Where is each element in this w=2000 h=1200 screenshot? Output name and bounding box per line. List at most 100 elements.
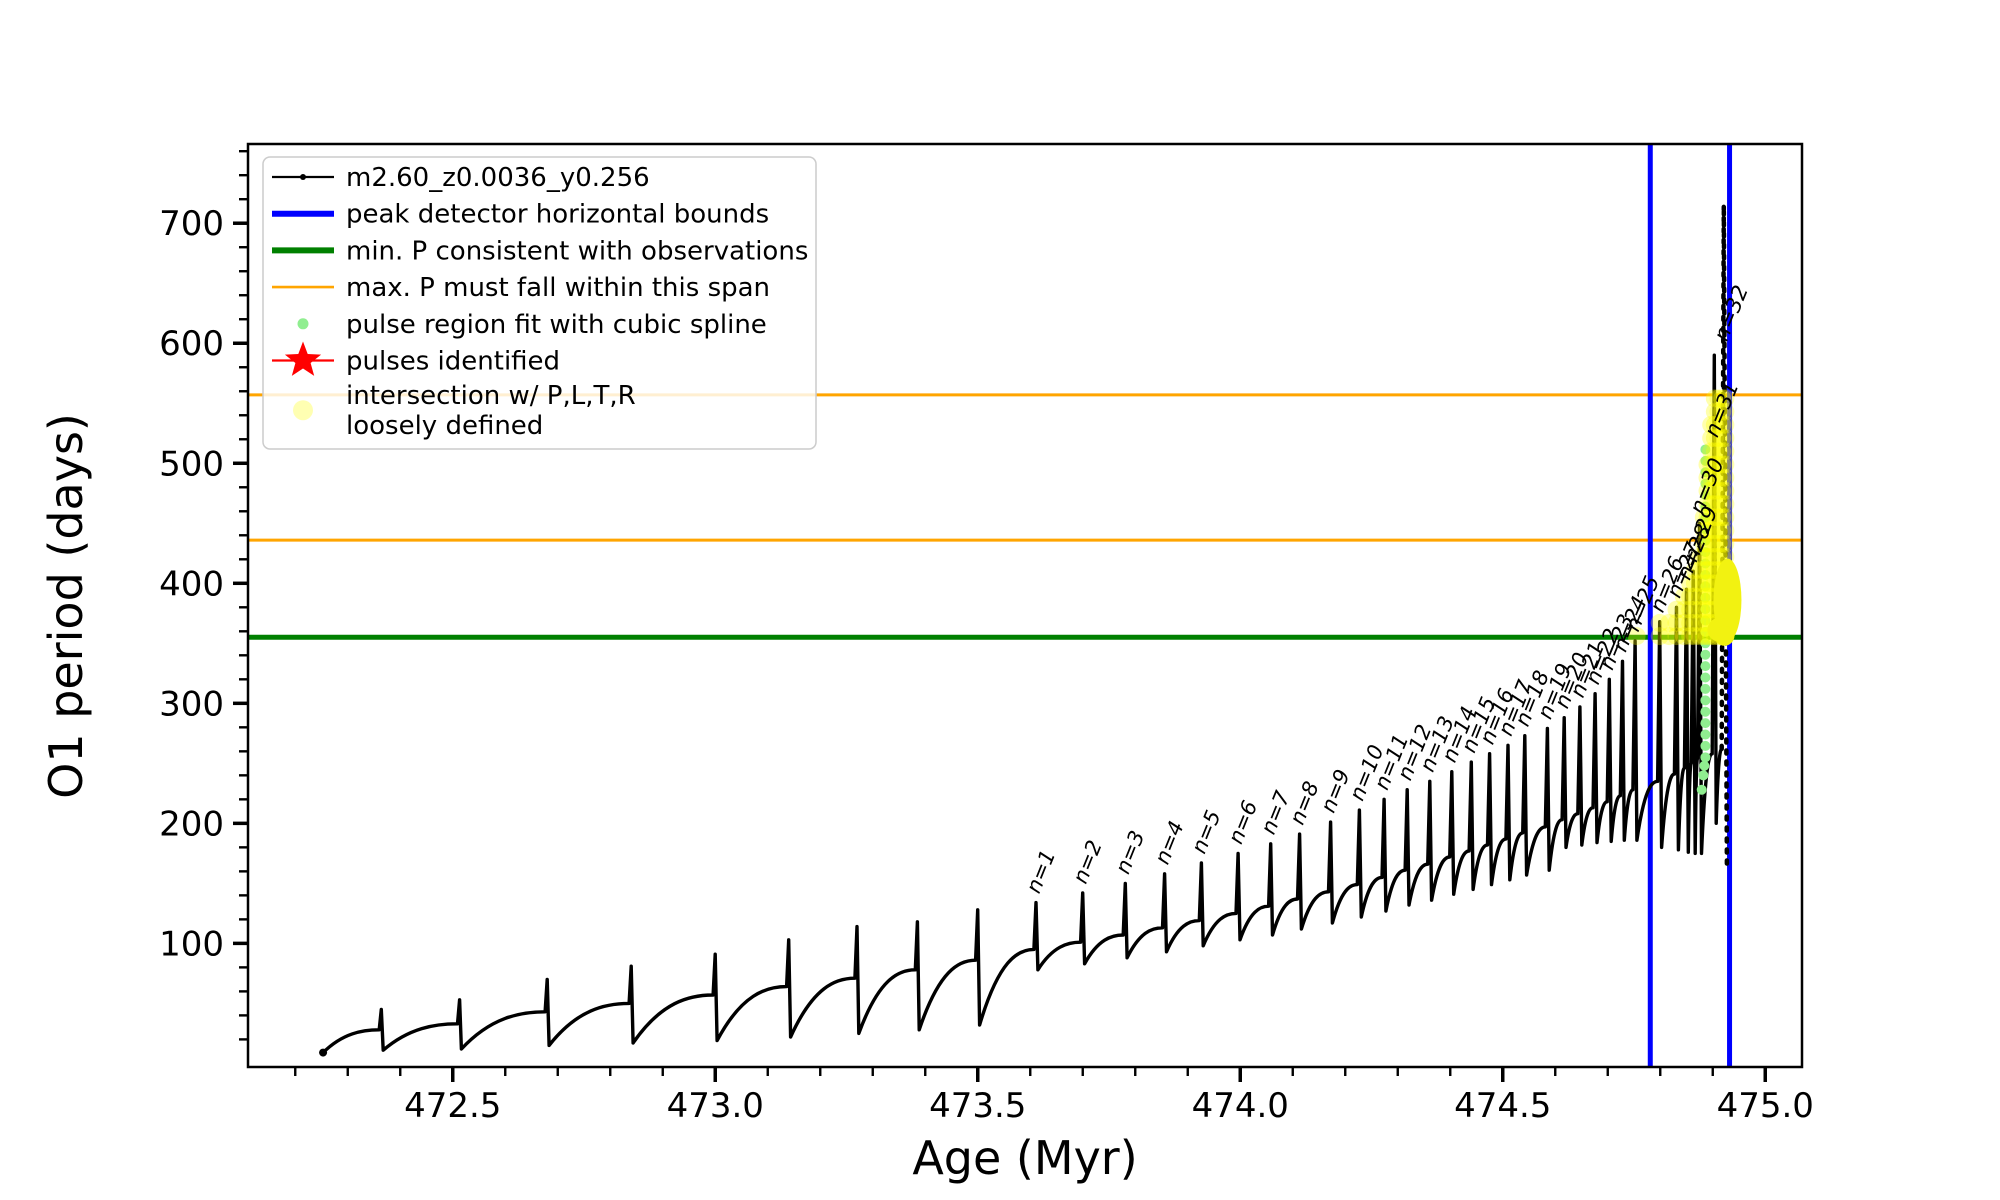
intersection-dot (1709, 389, 1728, 408)
intersection-dot (1713, 481, 1732, 500)
intersection-dot (1716, 429, 1735, 448)
pulse-label: n=1 (1021, 846, 1060, 896)
intersection-dot (1660, 627, 1679, 646)
y-axis-label: O1 period (days) (39, 413, 93, 799)
legend-entry: intersection w/ P,L,T,R loosely defined (293, 381, 636, 441)
intersection-dot (1713, 495, 1732, 514)
legend-dot-sample (300, 174, 306, 180)
x-tick-label: 473.5 (929, 1086, 1026, 1126)
spline-fit-dot (1700, 501, 1711, 512)
intersection-dot (1716, 521, 1735, 540)
intersection-dot (1685, 574, 1704, 593)
intersection-dot (1685, 613, 1704, 632)
intersection-dot (1690, 547, 1709, 566)
intersection-dot (1716, 481, 1735, 500)
intersection-dot (1702, 495, 1721, 514)
legend-big-dot-sample (293, 400, 313, 421)
intersection-dot (1713, 468, 1732, 487)
intersection-dot (1705, 468, 1724, 487)
intersection-dot (1705, 534, 1724, 553)
legend-box (262, 156, 817, 450)
intersection-dot (1702, 455, 1721, 474)
intersection-dot (1709, 415, 1728, 434)
intersection-dot (1690, 613, 1709, 632)
intersection-dot (1713, 402, 1732, 421)
legend-entry: pulses identified (272, 341, 560, 377)
legend-label: pulses identified (346, 347, 560, 377)
intersection-dot (1698, 468, 1717, 487)
intersection-dot (1705, 495, 1724, 514)
intersection-dot (1713, 389, 1732, 408)
intersection-dot (1674, 600, 1693, 619)
intersection-dot (1702, 468, 1721, 487)
intersection-dot (1650, 613, 1669, 632)
intersection-dot (1716, 508, 1735, 527)
legend-label: min. P consistent with observations (346, 236, 808, 266)
spline-fit-dot (1700, 547, 1711, 558)
intersection-dot (1698, 600, 1717, 619)
spline-fit-dot (1698, 770, 1709, 781)
x-tick-label: 474.0 (1192, 1086, 1289, 1126)
pulse-label: n=32 (1709, 282, 1753, 344)
y-tick-label: 100 (159, 924, 224, 964)
y-tick-label: 300 (159, 684, 224, 724)
pulse-label: n=3 (1111, 827, 1150, 877)
x-axis-label: Age (Myr) (912, 1131, 1137, 1185)
intersection-dot (1702, 442, 1721, 461)
y-tick-label: 500 (159, 444, 224, 484)
legend-label: intersection w/ P,L,T,R loosely defined (346, 381, 636, 441)
intersection-dot (1709, 534, 1728, 553)
legend-label: peak detector horizontal bounds (346, 200, 769, 230)
intersection-dot (1674, 587, 1693, 606)
x-tick-label: 472.5 (404, 1086, 501, 1126)
intersection-dot (1690, 627, 1709, 646)
spline-fit-dot (1700, 729, 1711, 740)
intersection-dot (1694, 600, 1713, 619)
spline-fit-dot (1700, 683, 1711, 694)
spline-fit-dot (1700, 718, 1711, 729)
intersection-dot (1716, 468, 1735, 487)
intersection-dot (1713, 442, 1732, 461)
intersection-dot (1705, 389, 1724, 408)
intersection-dot (1702, 429, 1721, 448)
x-tick-label: 475.0 (1717, 1086, 1814, 1126)
intersection-dot (1698, 481, 1717, 500)
spline-fit-dot (1700, 490, 1711, 501)
intersection-dot (1709, 402, 1728, 421)
pulse-label: n=6 (1223, 797, 1262, 847)
intersection-dot (1709, 481, 1728, 500)
intersection-dot (1702, 534, 1721, 553)
intersection-dot (1713, 455, 1732, 474)
intersection-dot (1705, 481, 1724, 500)
spline-fit-dot (1700, 581, 1711, 592)
intersection-dot (1698, 508, 1717, 527)
intersection-dot (1716, 402, 1735, 421)
intersection-dot (1713, 429, 1732, 448)
intersection-dot (1709, 442, 1728, 461)
intersection-dot (1690, 600, 1709, 619)
intersection-dot (1702, 508, 1721, 527)
spline-fit-dot (1700, 558, 1711, 569)
y-tick-label: 400 (159, 564, 224, 604)
intersection-dot (1705, 455, 1724, 474)
intersection-dot (1709, 429, 1728, 448)
intersection-dot (1627, 627, 1646, 646)
x-tick-label: 473.0 (667, 1086, 764, 1126)
intersection-dot (1709, 495, 1728, 514)
pulse-label: n=2 (1068, 837, 1107, 887)
intersection-dot (1713, 415, 1732, 434)
intersection-dot (1681, 587, 1700, 606)
legend-label: m2.60_z0.0036_y0.256 (346, 163, 650, 193)
pulse-label: n=5 (1187, 807, 1226, 857)
legend-label: max. P must fall within this span (346, 273, 770, 303)
intersection-dot (1702, 481, 1721, 500)
spline-fit-dot (1700, 535, 1711, 546)
intersection-dot (1698, 455, 1717, 474)
intersection-dot (1650, 627, 1669, 646)
intersection-dot (1716, 534, 1735, 553)
intersection-dot (1667, 627, 1686, 646)
spline-fit-dot (1700, 661, 1711, 672)
intersection-dot (1698, 561, 1717, 580)
intersection-dot (1713, 534, 1732, 553)
